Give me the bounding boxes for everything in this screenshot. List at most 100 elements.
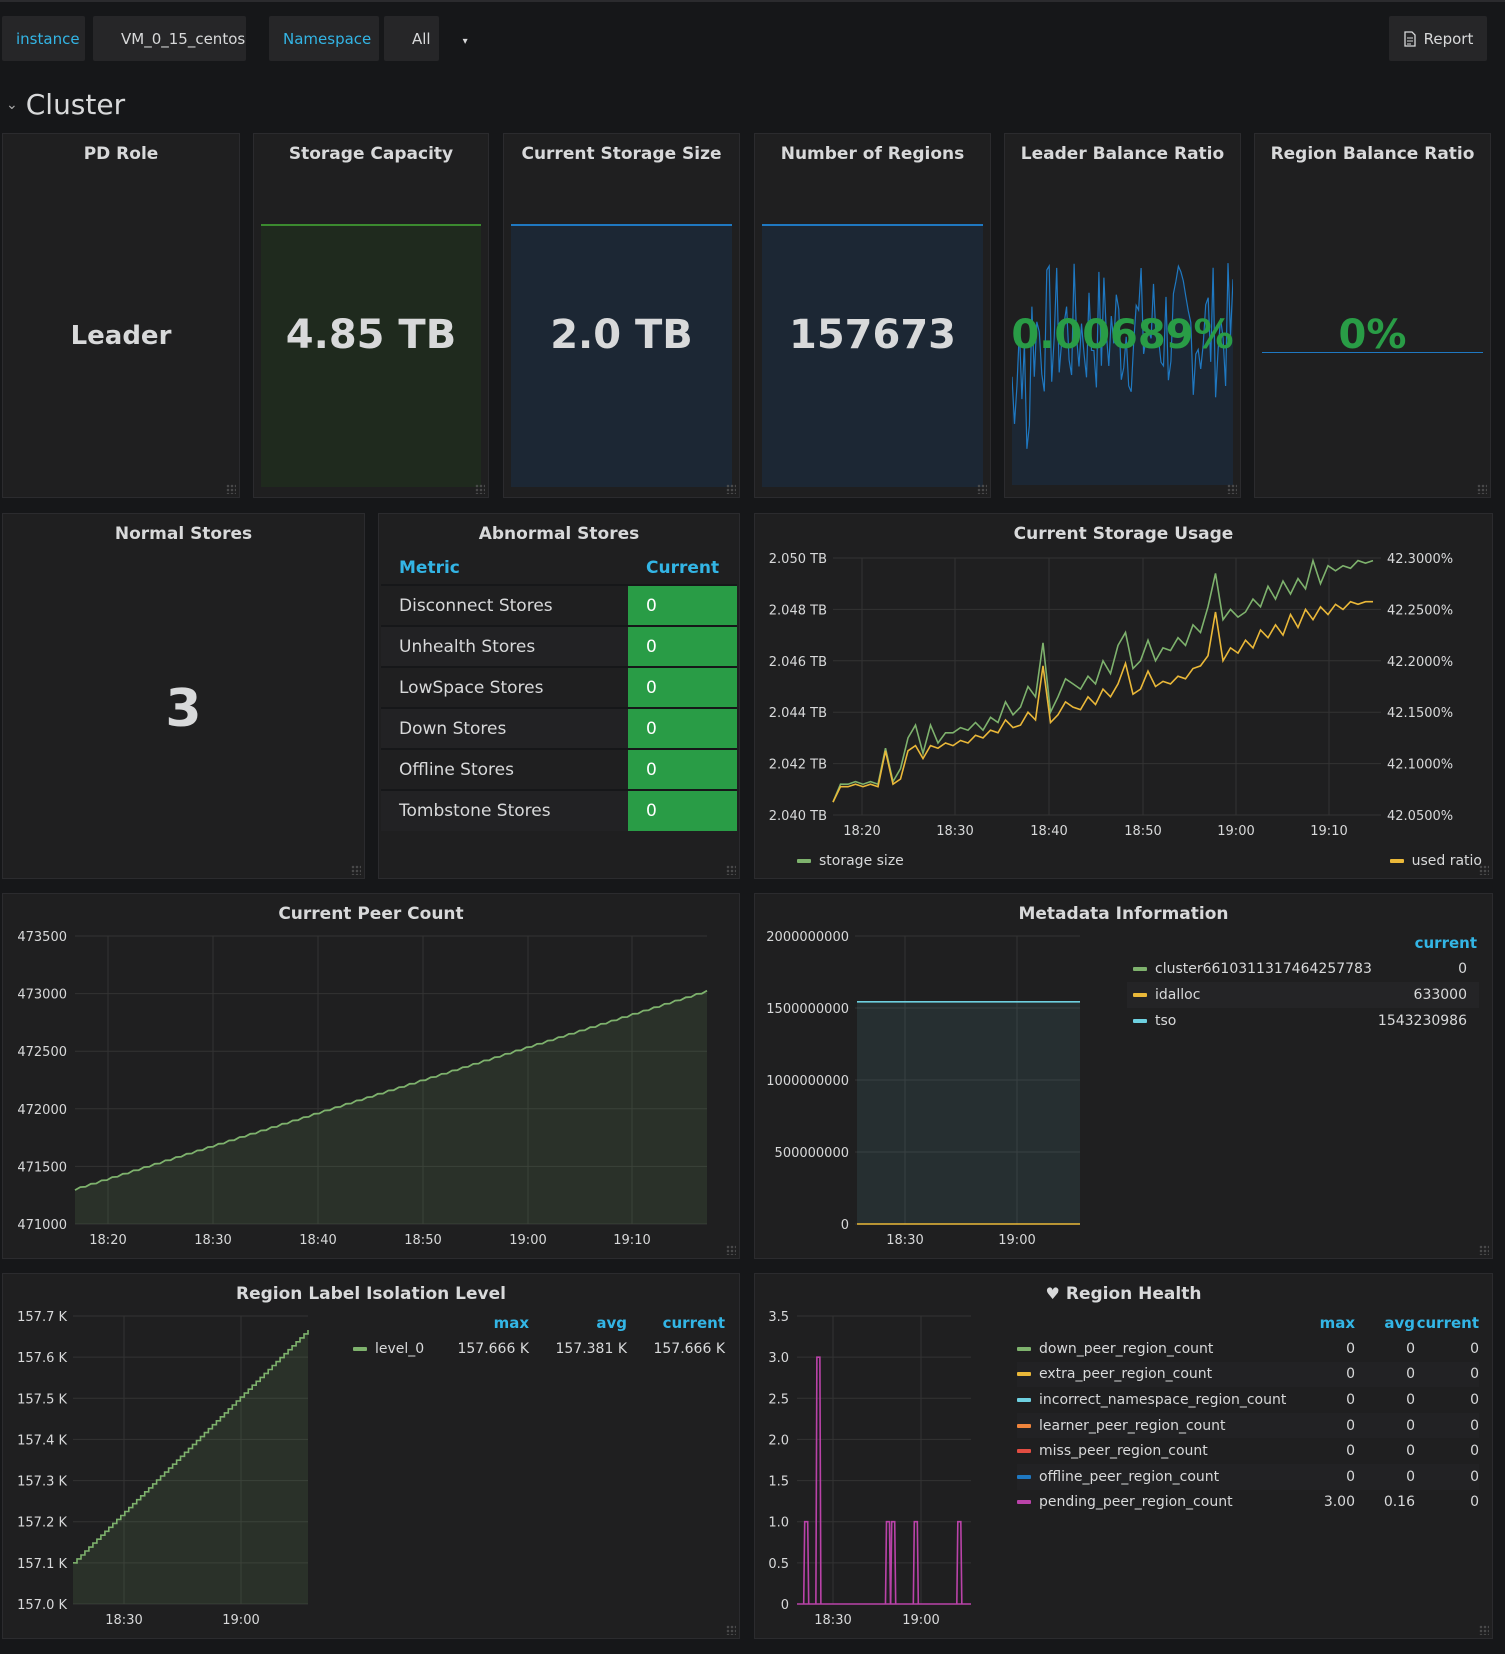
y-tick-label: 0 — [841, 1218, 849, 1233]
resize-handle[interactable] — [726, 1245, 736, 1255]
column-header-current[interactable]: Current — [646, 558, 720, 578]
legend-header-current[interactable]: current — [1416, 1314, 1479, 1332]
legend-header-current[interactable]: current — [1414, 934, 1477, 952]
x-tick-label: 18:30 — [194, 1233, 231, 1248]
legend-storage-size[interactable]: storage size — [797, 848, 904, 874]
current-cell: 0 — [628, 708, 737, 749]
report-button[interactable]: Report — [1389, 16, 1487, 61]
panel-leader-balance-ratio[interactable]: Leader Balance Ratio 0.00689% — [1004, 133, 1241, 498]
resize-handle[interactable] — [726, 865, 736, 875]
legend-header-max[interactable]: max — [493, 1314, 529, 1332]
legend-header-avg[interactable]: avg — [596, 1314, 627, 1332]
metric-cell: Disconnect Stores — [399, 595, 553, 616]
table-row: LowSpace Stores 0 — [381, 667, 737, 708]
legend-row[interactable]: pending_peer_region_count 3.00 0.16 0 — [1017, 1490, 1479, 1516]
panel-number-of-regions[interactable]: Number of Regions 157673 — [754, 133, 991, 498]
legend-row[interactable]: idalloc 633000 — [1127, 982, 1479, 1008]
instance-value: VM_0_15_centos — [121, 29, 246, 48]
abnormal-stores-table: Metric Current Disconnect Stores 0 Unhealt… — [381, 552, 737, 831]
legend-swatch — [1133, 993, 1147, 997]
y-tick-label: 473500 — [17, 930, 67, 945]
resize-handle[interactable] — [351, 865, 361, 875]
x-tick-label: 19:00 — [998, 1233, 1035, 1248]
legend-header-current[interactable]: current — [662, 1314, 725, 1332]
panel-metadata-information[interactable]: Metadata Information 0 500000000 100000000… — [754, 893, 1493, 1259]
legend-header-max[interactable]: max — [1319, 1314, 1355, 1332]
resize-handle[interactable] — [1227, 484, 1237, 494]
panel-current-peer-count[interactable]: Current Peer Count 471000 471500 472000 472… — [2, 893, 740, 1259]
panel-region-health[interactable]: ♥ Region Health 0 0.5 1.0 1.5 2.0 2.5 3.0 3.5 18:… — [754, 1273, 1493, 1639]
legend-current: 0 — [1458, 961, 1467, 977]
heart-icon: ♥ — [1045, 1284, 1060, 1303]
y-tick-label: 0.5 — [768, 1557, 789, 1572]
x-tick-label: 18:40 — [1030, 824, 1067, 839]
legend-swatch — [1133, 1019, 1147, 1023]
legend-row-level-0[interactable]: level_0 157.666 K 157.381 K 157.666 K — [353, 1336, 725, 1362]
panel-region-balance-ratio[interactable]: Region Balance Ratio 0% — [1254, 133, 1491, 498]
panel-storage-capacity[interactable]: Storage Capacity 4.85 TB — [253, 133, 489, 498]
legend-row[interactable]: incorrect_namespace_region_count 0 0 0 — [1017, 1387, 1479, 1413]
legend-used-ratio[interactable]: used ratio — [1389, 848, 1482, 874]
y-tick-label: 472500 — [17, 1045, 67, 1060]
row-cluster-header[interactable]: ⌄ Cluster — [6, 88, 125, 121]
namespace-dropdown[interactable]: All ▾ — [384, 16, 468, 61]
resize-handle[interactable] — [726, 1625, 736, 1635]
panel-title: Region Balance Ratio — [1270, 144, 1475, 164]
namespace-variable-label: Namespace — [269, 16, 379, 61]
legend-row[interactable]: learner_peer_region_count 0 0 0 — [1017, 1412, 1479, 1439]
legend-swatch — [1017, 1500, 1031, 1505]
resize-handle[interactable] — [475, 484, 485, 494]
legend-current: 0 — [1470, 1366, 1479, 1383]
legend-avg: 157.381 K — [555, 1341, 627, 1357]
panel-normal-stores[interactable]: Normal Stores 3 — [2, 513, 365, 879]
legend-swatch — [1017, 1372, 1031, 1377]
y-tick-label: 2000000000 — [766, 930, 849, 945]
resize-handle[interactable] — [726, 484, 736, 494]
legend-label: idalloc — [1155, 987, 1201, 1003]
legend-row[interactable]: down_peer_region_count 0 0 0 — [1017, 1336, 1479, 1362]
resize-handle[interactable] — [226, 484, 236, 494]
series-line-storage-size — [832, 557, 1374, 803]
legend-row[interactable]: extra_peer_region_count 0 0 0 — [1017, 1361, 1479, 1388]
y-tick-label: 2.5 — [768, 1392, 789, 1407]
resize-handle[interactable] — [1479, 1245, 1489, 1255]
current-cell: 0 — [628, 667, 737, 708]
number-of-regions-value: 157673 — [789, 312, 956, 358]
report-label: Report — [1423, 29, 1474, 48]
y-tick-label: 2.044 TB — [769, 706, 827, 721]
resize-handle[interactable] — [1479, 1625, 1489, 1635]
legend-row[interactable]: offline_peer_region_count 0 0 0 — [1017, 1463, 1479, 1490]
panel-current-storage-usage[interactable]: Current Storage Usage 2.040 TB 2.042 TB 2.… — [754, 513, 1493, 879]
column-header-metric[interactable]: Metric — [399, 558, 460, 578]
y-tick-label: 157.2 K — [17, 1516, 67, 1531]
resize-handle[interactable] — [977, 484, 987, 494]
pd-role-value: Leader — [70, 321, 172, 351]
current-cell: 0 — [628, 626, 737, 667]
table-row: Tombstone Stores 0 — [381, 790, 737, 831]
x-tick-label: 18:20 — [89, 1233, 126, 1248]
y2-tick-label: 42.2500% — [1387, 603, 1453, 618]
legend-label: tso — [1155, 1013, 1177, 1029]
legend-label: miss_peer_region_count — [1039, 1443, 1208, 1460]
legend-row[interactable]: tso 1543230986 — [1127, 1008, 1479, 1034]
resize-handle[interactable] — [1479, 865, 1489, 875]
legend-swatch — [1017, 1423, 1031, 1428]
panel-pd-role[interactable]: PD Role Leader — [2, 133, 240, 498]
resize-handle[interactable] — [1477, 484, 1487, 494]
legend-header-avg[interactable]: avg — [1384, 1314, 1415, 1332]
panel-region-label-isolation-level[interactable]: Region Label Isolation Level 157.0 K 157.… — [2, 1273, 740, 1639]
panel-current-storage-size[interactable]: Current Storage Size 2.0 TB — [503, 133, 740, 498]
y-tick-label: 2.0 — [768, 1433, 789, 1448]
legend-row[interactable]: miss_peer_region_count 0 0 0 — [1017, 1438, 1479, 1464]
legend-label: storage size — [819, 853, 904, 869]
x-tick-label: 18:30 — [105, 1613, 142, 1628]
y-tick-label: 1.0 — [768, 1516, 789, 1531]
legend-current: 0 — [1470, 1494, 1479, 1511]
sparkline-line — [1012, 263, 1233, 449]
instance-dropdown[interactable]: VM_0_15_centos▾ — [93, 16, 282, 61]
storage-usage-chart: 2.040 TB 2.042 TB 2.044 TB 2.046 TB 2.048 TB… — [769, 552, 1453, 839]
panel-abnormal-stores[interactable]: Abnormal Stores Metric Current Disconnec… — [378, 513, 740, 879]
legend-row[interactable]: cluster6610311317464257783 0 — [1127, 956, 1479, 982]
legend-swatch — [1017, 1474, 1031, 1479]
legend-avg: 0 — [1406, 1391, 1415, 1408]
